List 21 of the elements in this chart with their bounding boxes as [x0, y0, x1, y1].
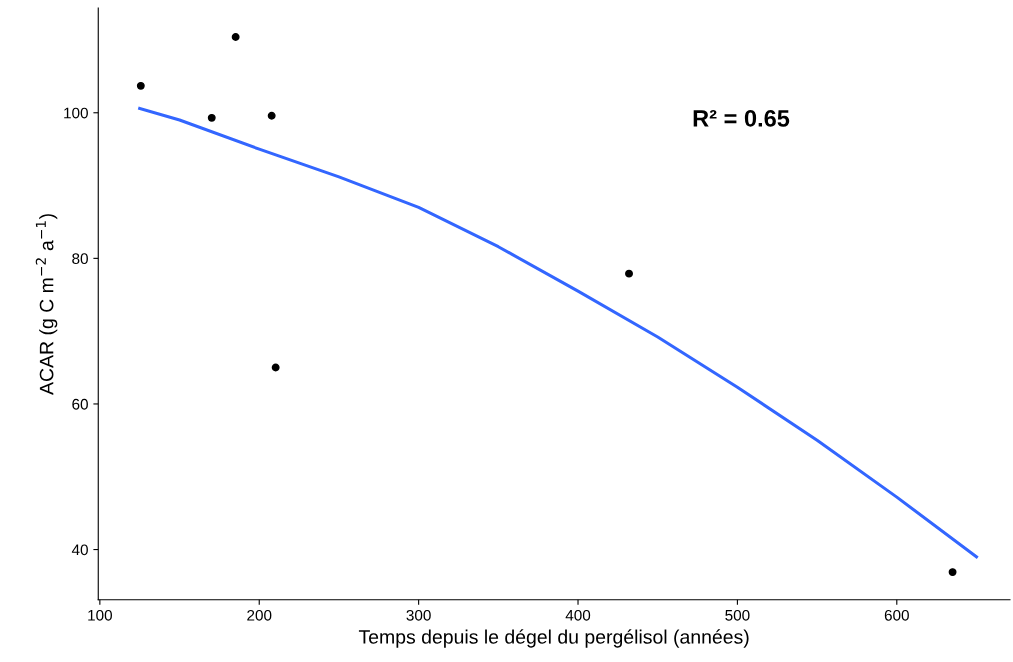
point [271, 363, 280, 372]
x-tick-label: 400 [565, 609, 591, 621]
annotation: R² = 0.65 [693, 110, 790, 127]
point [267, 111, 276, 120]
x-tick-label: 300 [406, 609, 431, 621]
x-axis-title: Temps depuis le dégel du pergélisol (années) [358, 629, 749, 648]
y-tick-label: 40 [71, 544, 88, 556]
y-tick-label: 80 [72, 253, 88, 265]
y-tick-label: 60 [72, 398, 88, 410]
y-tick-label: 100 [64, 107, 88, 119]
x-tick-label: 500 [725, 609, 750, 621]
line-series [138, 106, 979, 559]
point [625, 269, 633, 278]
x-tick-label: 600 [884, 609, 909, 621]
y-axis-title: ACAR (g C m$^{−2}$ a$^{−1}$) [35, 214, 58, 395]
point [231, 33, 240, 42]
point [948, 568, 957, 577]
point [207, 113, 216, 122]
x-tick-label: 200 [247, 609, 272, 621]
point [136, 81, 145, 90]
x-tick-label: 100 [88, 609, 112, 621]
